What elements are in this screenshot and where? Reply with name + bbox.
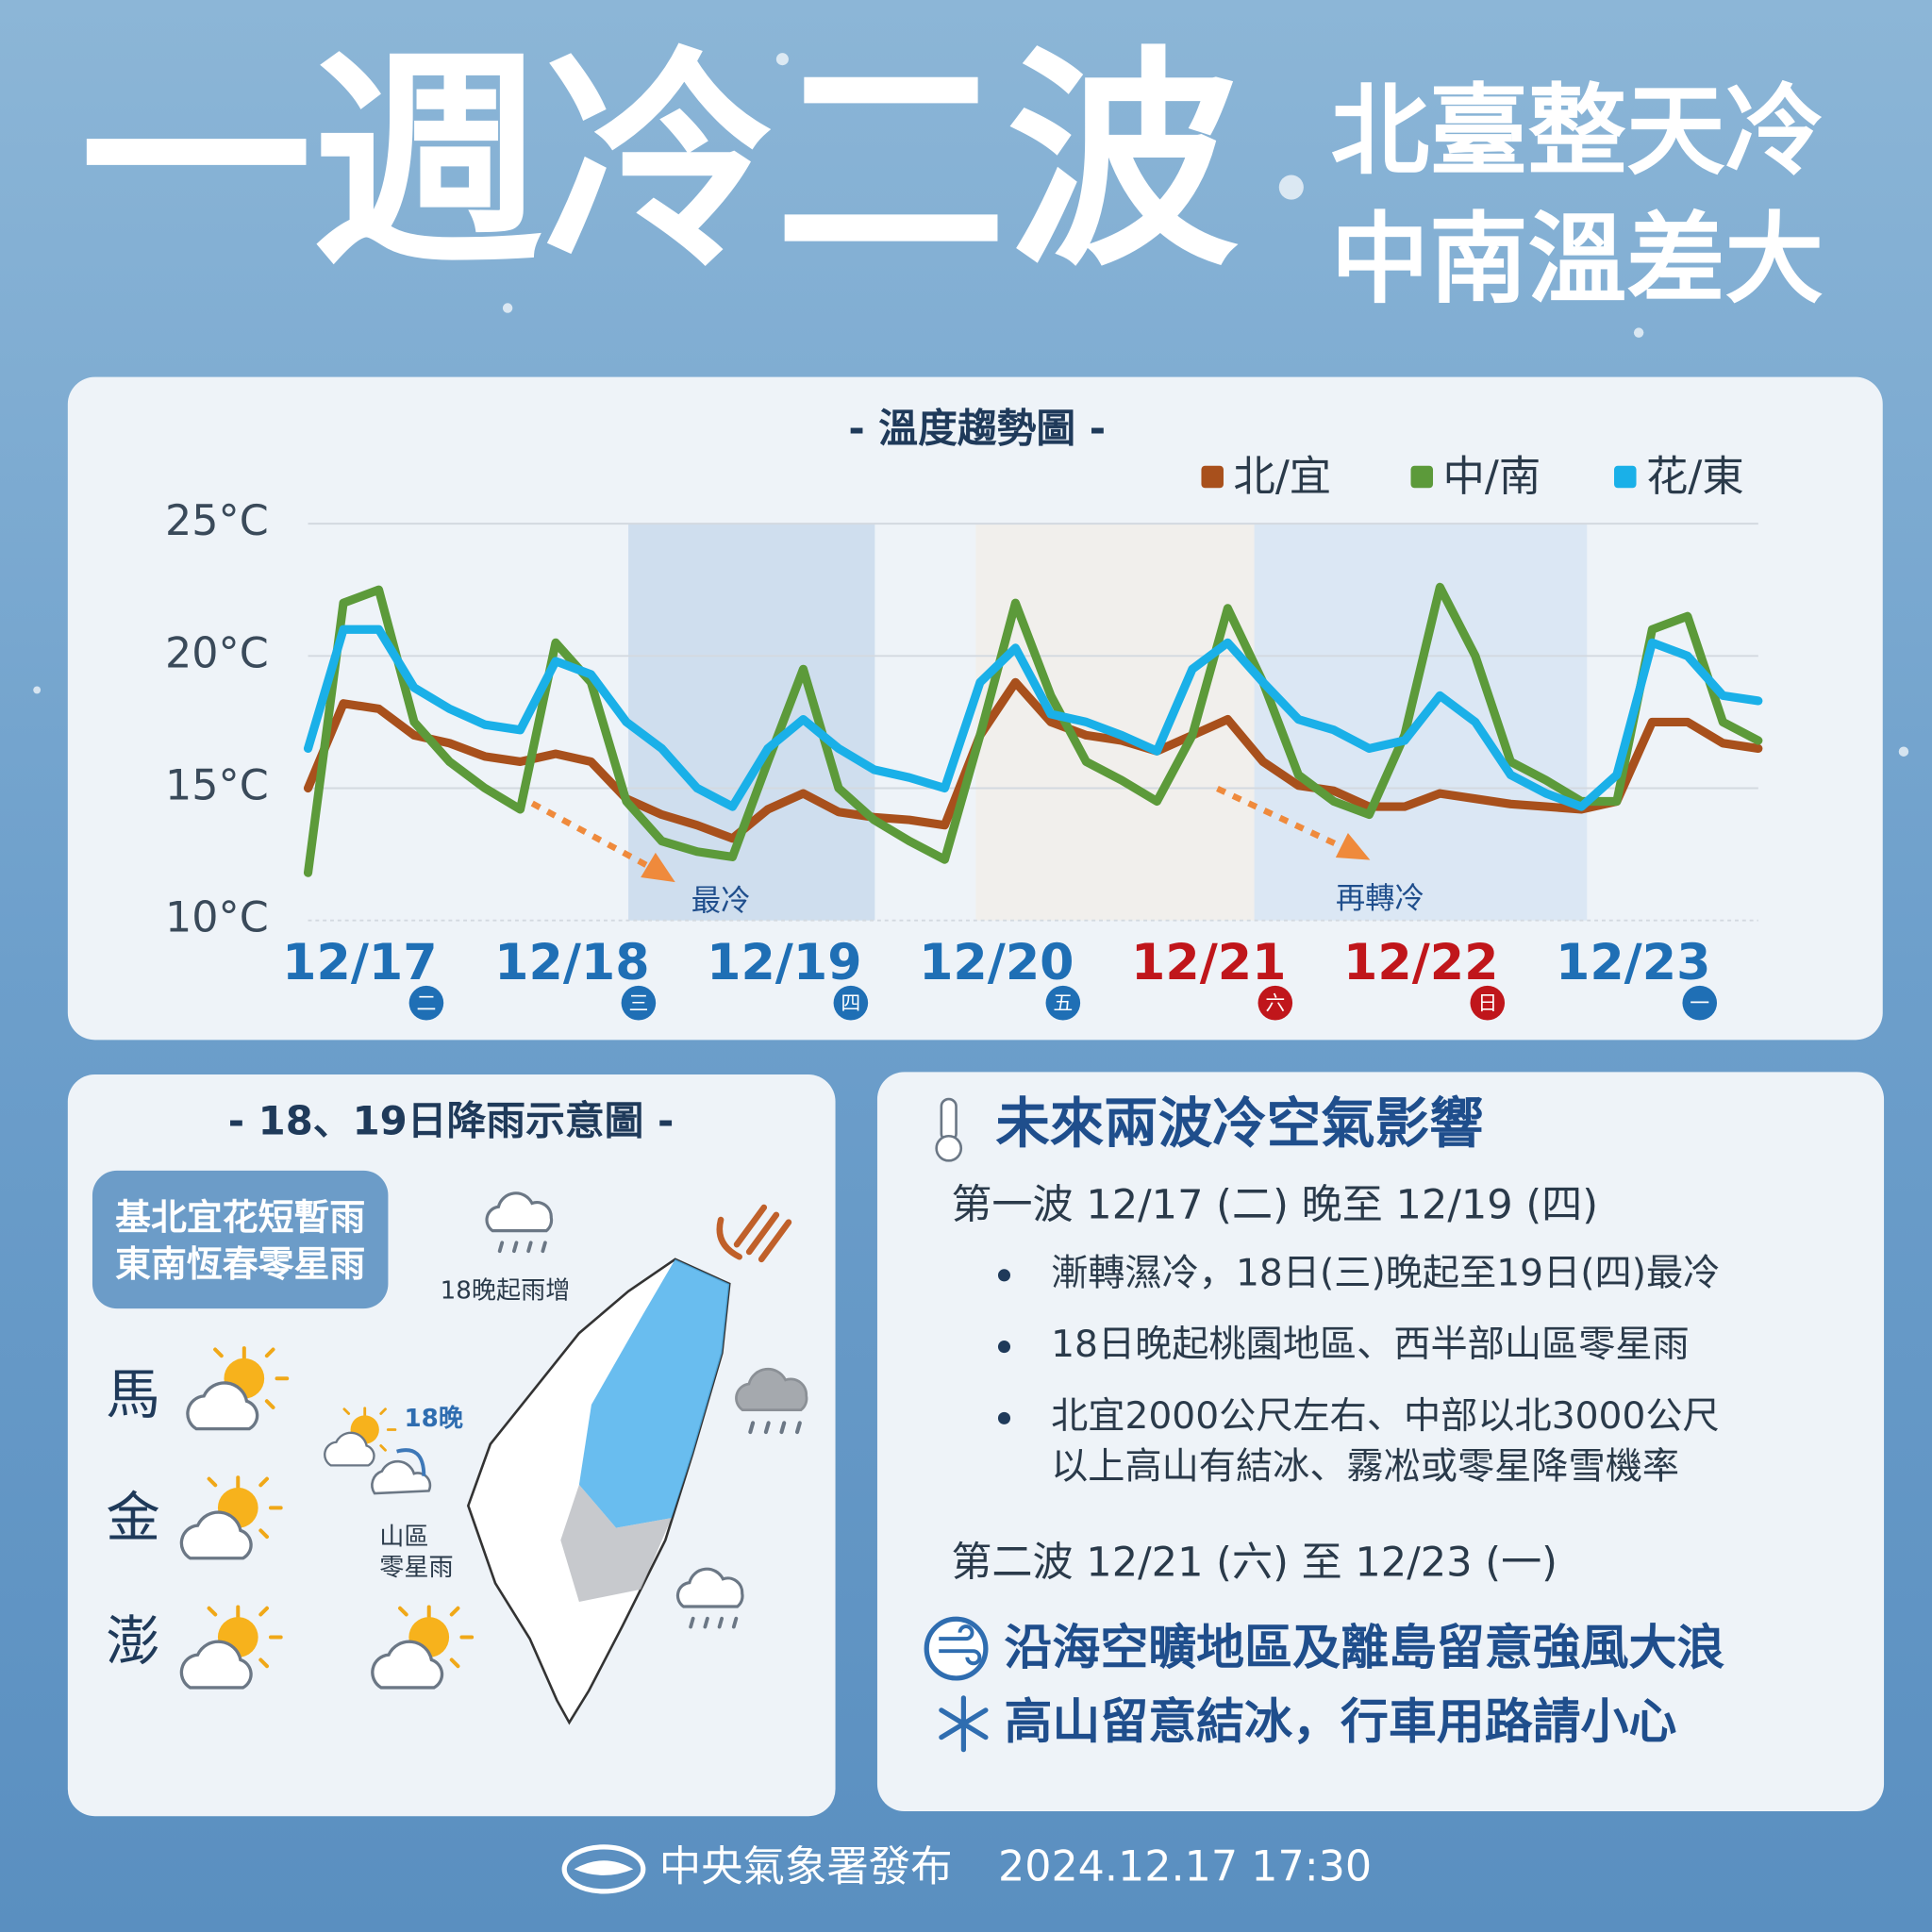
weekday-badge	[1045, 985, 1081, 1021]
x-tick-label: 12/18	[494, 935, 649, 991]
legend-swatch	[1201, 465, 1224, 489]
weekday-badge	[408, 985, 444, 1021]
series-line	[303, 625, 1763, 811]
map-note: 零星雨	[379, 1554, 453, 1582]
weekday-label: 二	[416, 991, 436, 1014]
impacts-panel	[876, 1072, 1885, 1811]
weekday-badge	[1682, 985, 1718, 1021]
arrow-head	[641, 852, 675, 883]
arrow	[396, 1448, 426, 1476]
weekday-label: 三	[628, 991, 648, 1014]
cold-band	[628, 524, 875, 921]
island: 澎	[106, 1609, 159, 1673]
x-tick-label: 12/19	[707, 935, 861, 991]
x-tick-label: 12/17	[282, 935, 437, 991]
cloud-icon	[371, 1459, 432, 1495]
legend-label: 北/宜	[1233, 453, 1331, 501]
map-note: 山區	[379, 1524, 428, 1552]
bullet	[997, 1341, 1011, 1354]
rain-box-text: 基北宜花短暫雨	[115, 1197, 365, 1239]
plot: 10°C 15°C 20°C 25°C 北/宜 中/南 花/東 12/17二 12/18三 12/…	[165, 453, 1763, 1021]
bullet-text: 以上高山有結冰、霧凇或零星降雪機率	[1051, 1445, 1679, 1488]
x-tick-label: 12/21	[1131, 935, 1286, 991]
y-tick-label: 10°C	[165, 894, 269, 942]
main-title: 一週冷二波	[80, 27, 1239, 297]
island: 馬	[106, 1363, 159, 1426]
series-line	[303, 677, 1763, 843]
publish-time: 2024.12.17 17:30	[998, 1842, 1372, 1890]
rain-area	[560, 1484, 672, 1602]
y-tick-label: 15°C	[165, 761, 269, 809]
bullet	[997, 1411, 1011, 1424]
island: 金	[106, 1487, 159, 1550]
arrow	[1216, 785, 1351, 854]
impacts-title: 未來兩波冷空氣影響	[995, 1092, 1483, 1156]
wind-icon	[716, 1204, 792, 1263]
legend-label: 花/東	[1646, 453, 1744, 501]
rain-title: - 18、19日降雨示意圖 -	[228, 1098, 675, 1144]
weekday-badge	[621, 985, 657, 1021]
x-tick-label: 12/20	[919, 935, 1074, 991]
weekday-label: 五	[1053, 991, 1073, 1014]
alert: 高山留意結冰，行車用路請小心	[1004, 1695, 1676, 1751]
weekday-label: 日	[1477, 991, 1497, 1014]
legend-swatch	[1614, 465, 1637, 489]
legend-swatch	[1410, 465, 1434, 489]
weekday-badge	[1470, 985, 1506, 1021]
y-tick-label: 25°C	[165, 497, 269, 545]
arrow	[530, 800, 655, 872]
subtitle: 北臺整天冷	[1331, 74, 1824, 189]
x-tick-label: 12/23	[1556, 935, 1710, 991]
weekday-badge	[833, 985, 869, 1021]
wave-heading: 第一波 12/17 (二) 晚至 12/19 (四)	[951, 1182, 1598, 1229]
bullet-text: 18日晚起桃園地區、西半部山區零星雨	[1051, 1324, 1690, 1366]
bullet	[997, 1269, 1011, 1282]
logo	[561, 1844, 646, 1894]
annotation: 再轉冷	[1336, 881, 1424, 915]
alert: 沿海空曠地區及離島留意強風大浪	[1004, 1621, 1724, 1676]
chart-title: - 溫度趨勢圖 -	[848, 406, 1106, 452]
x-tick-label: 12/22	[1343, 935, 1498, 991]
thermometer-icon	[935, 1097, 963, 1162]
publisher: 中央氣象署發布	[659, 1842, 953, 1890]
weekday-label: 四	[841, 991, 860, 1014]
annotation: 最冷	[691, 884, 751, 918]
rain-box-text: 東南恆春零星雨	[115, 1243, 365, 1285]
legend-label: 中/南	[1442, 453, 1541, 501]
subtitle: 中南溫差大	[1331, 202, 1824, 317]
weekday-label: 一	[1690, 991, 1709, 1014]
warm-band	[975, 524, 1255, 921]
bullet-text: 漸轉濕冷，18日(三)晚起至19日(四)最冷	[1051, 1252, 1720, 1294]
y-tick-label: 20°C	[165, 629, 269, 677]
bullet-text: 北宜2000公尺左右、中部以北3000公尺	[1051, 1395, 1720, 1438]
weekday-badge	[1257, 985, 1293, 1021]
wave-heading: 第二波 12/21 (六) 至 12/23 (一)	[951, 1539, 1557, 1586]
map-note: 18晚	[405, 1405, 463, 1433]
rain-box	[92, 1170, 389, 1309]
arrow-head	[1335, 832, 1371, 860]
weekday-label: 六	[1265, 991, 1285, 1014]
rain-area	[578, 1258, 730, 1528]
map-note: 18晚起雨增	[441, 1276, 571, 1305]
snowflake-icon	[939, 1695, 989, 1753]
wind-alert-icon	[924, 1616, 989, 1681]
